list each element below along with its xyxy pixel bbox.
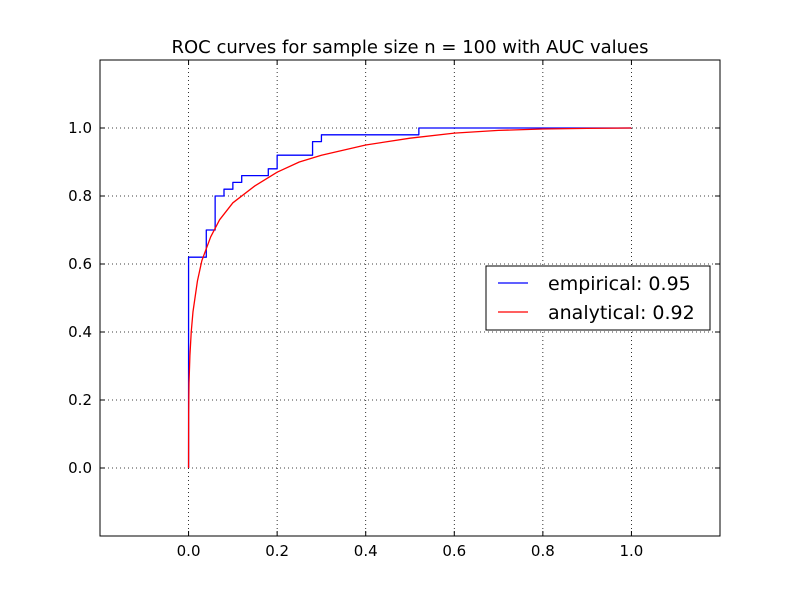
plot-frame bbox=[99, 59, 721, 537]
legend-label-analytical: analytical: 0.92 bbox=[548, 302, 695, 324]
x-tick-label: 0.2 bbox=[265, 542, 289, 560]
empirical-roc-line bbox=[187, 127, 632, 468]
x-tick-label: 1.0 bbox=[619, 542, 643, 560]
x-tick-label: 0.0 bbox=[177, 542, 201, 560]
legend: empirical: 0.95 analytical: 0.92 bbox=[485, 265, 711, 331]
y-tick-label: 0.0 bbox=[68, 459, 92, 477]
chart-title: ROC curves for sample size n = 100 with … bbox=[172, 37, 649, 58]
x-tick-label: 0.6 bbox=[442, 542, 466, 560]
legend-box bbox=[485, 265, 711, 331]
y-tick-label: 0.8 bbox=[68, 187, 92, 205]
axis-ticks: 0.0 0.2 0.4 0.6 0.8 1.0 0.0 0.2 0.4 0.6 0.8 1.0 bbox=[68, 60, 720, 560]
y-tick-label: 1.0 bbox=[68, 119, 92, 137]
series-lines bbox=[187, 127, 632, 469]
y-tick-label: 0.6 bbox=[68, 255, 92, 273]
y-tick-label: 0.4 bbox=[68, 323, 92, 341]
x-tick-label: 0.8 bbox=[531, 542, 555, 560]
y-tick-label: 0.2 bbox=[68, 391, 92, 409]
legend-label-empirical: empirical: 0.95 bbox=[548, 273, 691, 295]
analytical-roc-line bbox=[187, 127, 632, 469]
x-tick-label: 0.4 bbox=[354, 542, 378, 560]
